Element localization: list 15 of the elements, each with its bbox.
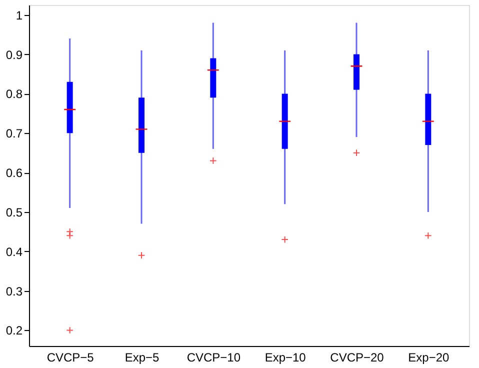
y-tick-label: 0.7 (6, 126, 23, 141)
x-tick-label: CVCP−20 (330, 350, 384, 364)
x-tick-label: Exp−5 (124, 350, 160, 364)
y-tick-label: 0.5 (6, 205, 23, 220)
y-tick-label: 0.8 (6, 87, 23, 102)
x-tick-label: Exp−10 (264, 350, 306, 364)
x-tick-label: CVCP−10 (186, 350, 241, 364)
y-tick-label: 0.9 (6, 48, 23, 62)
y-tick-label: 1 (16, 8, 23, 22)
y-tick-label: 0.6 (6, 166, 23, 180)
x-tick-label: Exp−20 (408, 350, 450, 364)
x-tick-label: CVCP−5 (46, 350, 94, 364)
y-tick-label: 0.3 (6, 284, 23, 298)
y-tick-label: 0.4 (6, 244, 23, 259)
y-tick-label: 0.2 (6, 324, 23, 338)
